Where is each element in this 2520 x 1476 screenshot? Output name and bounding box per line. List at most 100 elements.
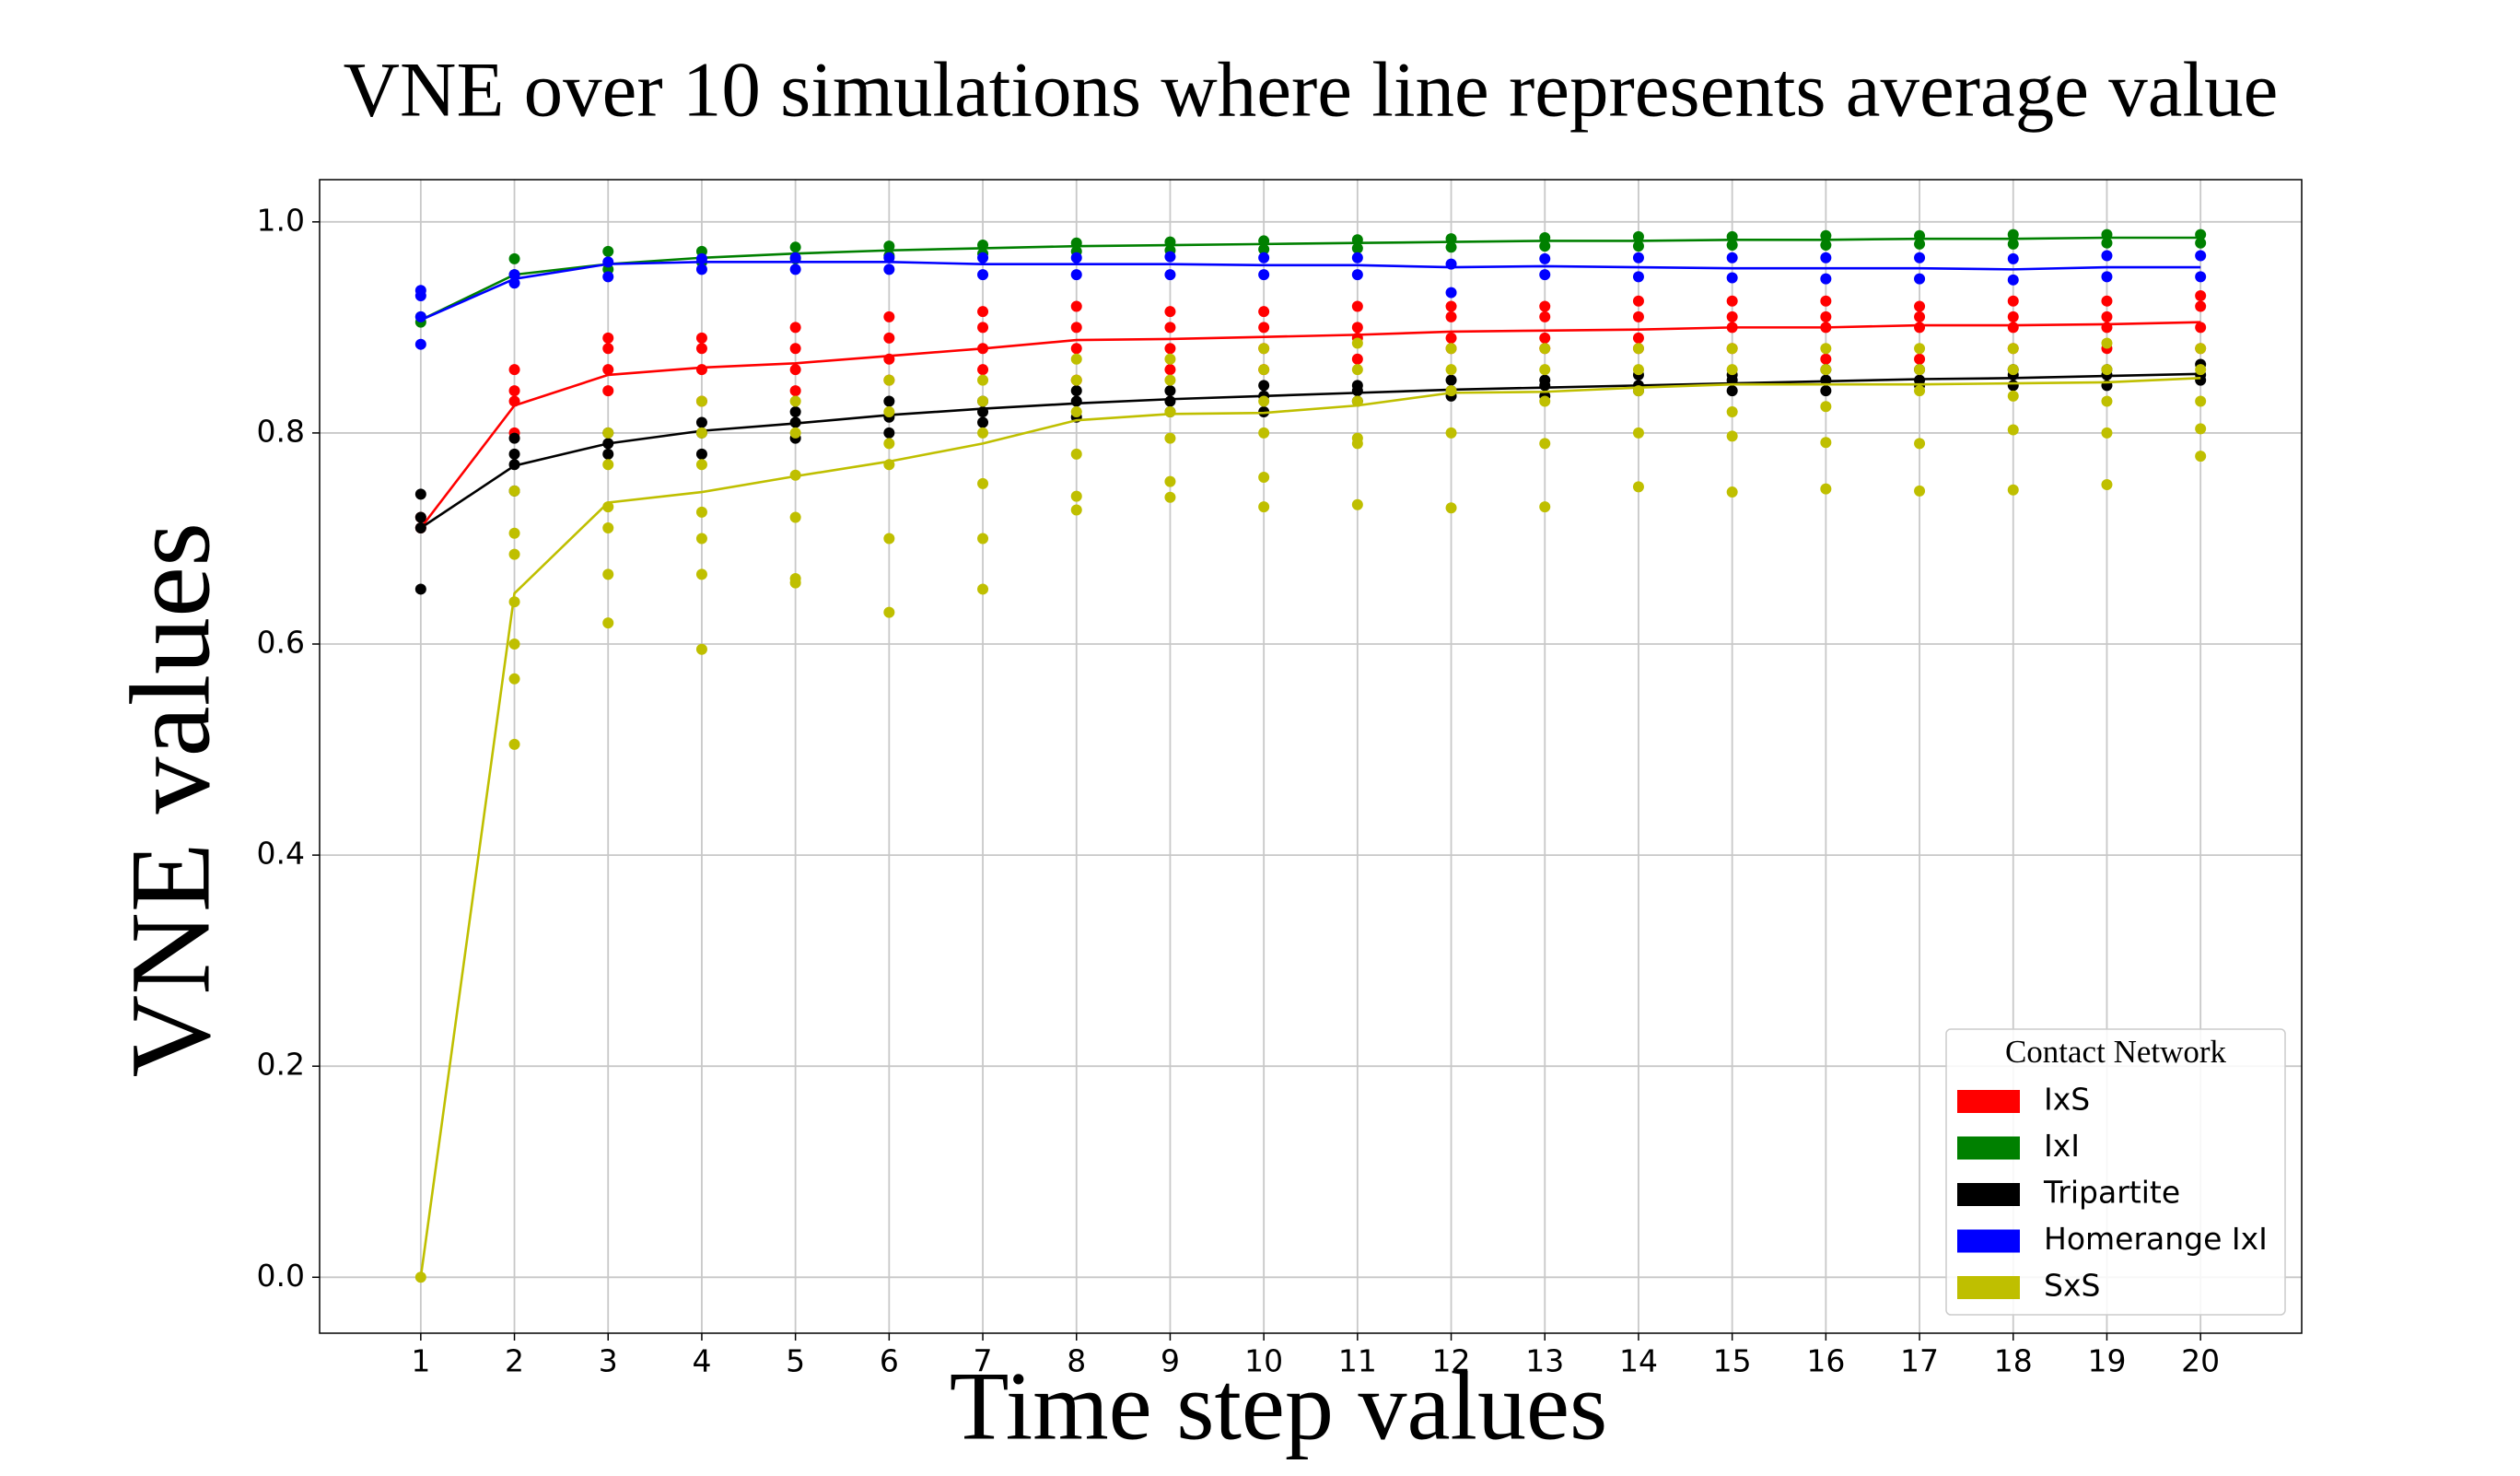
sample-point <box>1539 240 1551 252</box>
sample-point <box>1914 364 1926 376</box>
sample-point <box>695 332 707 344</box>
sample-point <box>789 572 801 584</box>
sample-point <box>977 269 989 281</box>
x-tick-label: 18 <box>1994 1343 2033 1379</box>
sample-point <box>695 264 707 275</box>
sample-point <box>2195 364 2207 376</box>
sample-point <box>1539 300 1551 312</box>
x-tick-label: 12 <box>1432 1343 1471 1379</box>
sample-point <box>1351 337 1363 349</box>
sample-point <box>602 617 614 629</box>
sample-point <box>2007 295 2019 307</box>
sample-point <box>1070 322 1082 334</box>
sample-point <box>1445 502 1457 514</box>
sample-point <box>695 568 707 580</box>
sample-point <box>602 427 614 439</box>
sample-point <box>1820 353 1832 365</box>
sample-point <box>1914 252 1926 264</box>
legend-swatch <box>1957 1183 2020 1206</box>
sample-point <box>1726 310 1738 322</box>
sample-point <box>1914 238 1926 250</box>
x-tick-label: 9 <box>1161 1343 1180 1379</box>
sample-point <box>1070 300 1082 312</box>
sample-point <box>602 568 614 580</box>
sample-point <box>1820 310 1832 322</box>
sample-point <box>1820 252 1832 264</box>
sample-point <box>1164 432 1176 444</box>
sample-point <box>977 364 989 376</box>
x-tick-label: 3 <box>599 1343 618 1379</box>
sample-point <box>1258 322 1270 334</box>
sample-point <box>1164 322 1176 334</box>
sample-point <box>1258 364 1270 376</box>
sample-point <box>789 264 801 275</box>
sample-point <box>2101 250 2113 262</box>
legend-label: Tripartite <box>2043 1175 2180 1211</box>
sample-point <box>1258 243 1270 255</box>
sample-point <box>977 395 989 407</box>
sample-point <box>1351 242 1363 254</box>
sample-point <box>1539 395 1551 407</box>
sample-point <box>883 606 895 618</box>
sample-point <box>2195 451 2207 463</box>
sample-point <box>1351 380 1363 392</box>
sample-point <box>1820 240 1832 252</box>
sample-point <box>1914 385 1926 397</box>
sample-point <box>1820 229 1832 241</box>
sample-point <box>1351 353 1363 365</box>
sample-point <box>1070 385 1082 397</box>
x-tick-label: 8 <box>1067 1343 1086 1379</box>
sample-point <box>1914 353 1926 365</box>
sample-point <box>2101 427 2113 439</box>
plot-frame <box>319 179 2303 1334</box>
sample-point <box>1070 374 1082 386</box>
sample-point <box>2195 343 2207 355</box>
sample-point <box>602 343 614 355</box>
x-tick-label: 14 <box>1619 1343 1658 1379</box>
sample-point <box>789 241 801 253</box>
sample-point <box>789 427 801 439</box>
sample-point <box>1726 364 1738 376</box>
sample-point <box>1164 385 1176 397</box>
x-tick-label: 16 <box>1806 1343 1845 1379</box>
y-tick-label: 1.0 <box>257 202 305 238</box>
sample-point <box>1445 385 1457 397</box>
sample-point <box>602 364 614 376</box>
sample-point <box>1070 343 1082 355</box>
sample-point <box>1070 395 1082 407</box>
sample-point <box>1258 501 1270 513</box>
sample-point <box>789 364 801 376</box>
sample-point <box>1539 310 1551 322</box>
sample-point <box>508 738 520 750</box>
sample-point <box>602 459 614 471</box>
sample-point <box>1351 322 1363 334</box>
sample-point <box>1914 485 1926 497</box>
sample-point <box>2007 484 2019 496</box>
x-tick-label: 13 <box>1525 1343 1564 1379</box>
sample-point <box>789 322 801 334</box>
sample-point <box>2101 310 2113 322</box>
sample-point <box>695 448 707 460</box>
sample-point <box>508 432 520 444</box>
sample-point <box>1820 437 1832 449</box>
legend-box <box>1945 1028 2286 1316</box>
legend-swatch <box>1957 1136 2020 1160</box>
sample-point <box>977 322 989 334</box>
sample-point <box>2195 423 2207 435</box>
sample-point <box>1445 343 1457 355</box>
sample-point <box>1726 252 1738 264</box>
x-tick-label: 4 <box>692 1343 711 1379</box>
legend-swatch <box>1957 1090 2020 1113</box>
sample-point <box>1070 490 1082 502</box>
sample-point <box>1445 300 1457 312</box>
sample-point <box>414 285 426 297</box>
sample-point <box>1539 501 1551 513</box>
sample-point <box>1164 374 1176 386</box>
sample-point <box>1445 287 1457 299</box>
sample-point <box>883 395 895 407</box>
sample-point <box>1539 332 1551 344</box>
sample-point <box>2101 295 2113 307</box>
sample-point <box>883 533 895 545</box>
sample-point <box>1539 364 1551 376</box>
sample-point <box>2007 252 2019 264</box>
